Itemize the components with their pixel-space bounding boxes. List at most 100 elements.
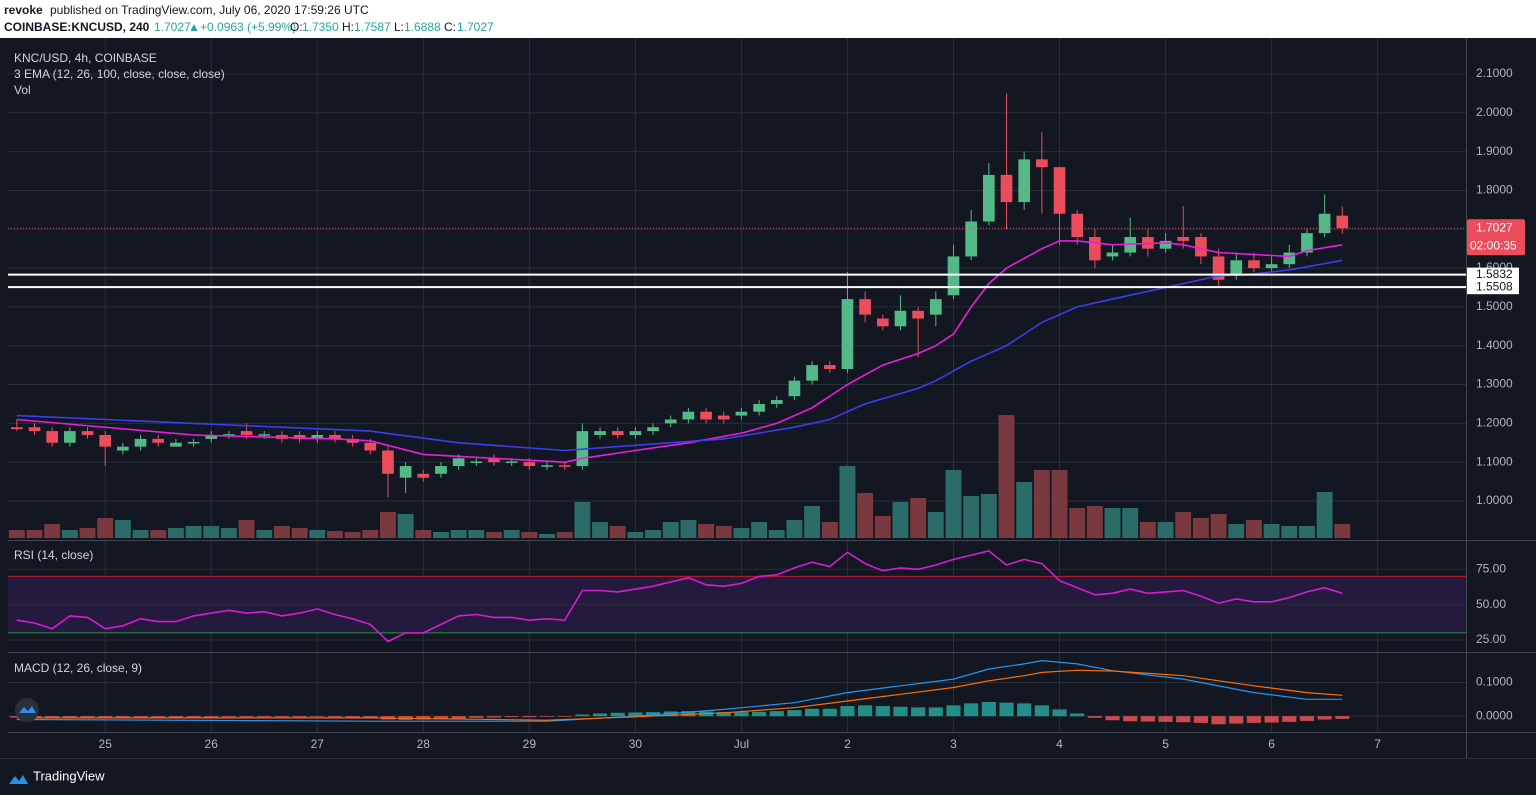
volume-bar (1051, 470, 1068, 538)
macd-label: MACD (12, 26, close, 9) (14, 661, 142, 675)
macd-hist (433, 716, 449, 720)
candle-body (1212, 256, 1225, 280)
volume-bar (910, 498, 927, 538)
candle-body (876, 318, 889, 327)
volume-bar (592, 522, 608, 538)
candle-body (293, 434, 306, 439)
x-tick-label: Jul (734, 737, 749, 751)
volume-bar (645, 530, 662, 538)
macd-hist (734, 712, 749, 717)
candle-body (382, 450, 394, 474)
macd-hist (1317, 716, 1332, 720)
candle-body (187, 441, 200, 444)
y-tick-label: 2.0000 (1476, 105, 1513, 119)
volume-bar (503, 530, 520, 538)
macd-hist (1176, 716, 1191, 723)
candle-body (152, 438, 165, 443)
y-tick-label: 1.9000 (1476, 144, 1513, 158)
candle-body (46, 431, 59, 443)
candle-body (523, 462, 536, 467)
volume-bar (980, 494, 997, 538)
macd-hist (469, 716, 484, 718)
candle-body (28, 427, 41, 432)
macd-hist (1087, 716, 1102, 718)
candle-body (1230, 260, 1243, 276)
y-tick-label: 0.0000 (1476, 708, 1513, 722)
volume-bar (344, 532, 361, 538)
volume-bar (326, 531, 343, 538)
candle-body (753, 403, 765, 412)
volume-bar (380, 512, 396, 538)
candle-body (399, 466, 412, 478)
candle-body (664, 419, 677, 424)
candle-body (1248, 260, 1260, 269)
macd-hist (769, 711, 784, 717)
macd-hist (486, 716, 502, 718)
x-tick-label: 26 (205, 737, 219, 751)
candle-body (240, 431, 253, 435)
header-bg (0, 0, 1536, 38)
y-tick-label: 50.00 (1476, 597, 1506, 611)
candle-body (558, 465, 571, 467)
candle-body (452, 458, 465, 467)
volume-bar (238, 520, 255, 538)
volume-bar (574, 502, 591, 538)
volume-bar (220, 528, 237, 538)
macd-hist (822, 708, 837, 717)
candle-body (965, 221, 977, 257)
high: 1.7587 (354, 20, 391, 34)
volume-bar (1139, 522, 1156, 538)
y-tick-label: 1.3000 (1476, 377, 1513, 391)
candle-body (205, 434, 218, 439)
macd-hist (981, 702, 996, 717)
macd-hist (999, 702, 1014, 717)
candle-body (859, 299, 871, 315)
macd-hist (1070, 713, 1085, 717)
line (16, 669, 1343, 721)
volume-bar (1192, 518, 1209, 538)
volume-bar (167, 528, 184, 538)
macd-hist (1282, 716, 1297, 722)
candle-body (417, 473, 430, 478)
candle-body (223, 434, 235, 436)
candle-body (770, 400, 783, 404)
macd-hist (681, 711, 696, 717)
volume-bar (114, 520, 131, 538)
macd-hist (115, 716, 130, 719)
y-tick-label: 1.1000 (1476, 454, 1513, 468)
x-tick-label: 5 (1162, 737, 1169, 751)
macd-hist (964, 703, 979, 717)
candle-body (117, 446, 129, 451)
candle-body (594, 431, 606, 435)
candle-body (64, 431, 76, 443)
y-tick-label: 0.1000 (1476, 675, 1513, 689)
candle-body (1036, 159, 1048, 168)
line (16, 550, 1343, 643)
macd-hist (62, 716, 77, 718)
candle-body (1283, 252, 1296, 265)
volume-bar (927, 512, 944, 538)
volume-bar (680, 520, 697, 538)
volume-bar (433, 532, 449, 538)
open: 1.7350 (302, 20, 339, 34)
volume-bar (362, 530, 379, 538)
volume-bar (698, 524, 715, 538)
vol-label: Vol (14, 83, 31, 97)
macd-hist (946, 705, 961, 717)
volume-bar (468, 530, 485, 538)
candle-body (364, 442, 377, 451)
candle-body (894, 310, 907, 327)
candle-body (717, 415, 730, 420)
macd-hist (645, 712, 661, 717)
candle-body (1265, 264, 1278, 269)
macd-hist (610, 712, 625, 717)
candle-body (1195, 237, 1207, 257)
candle-body (488, 458, 500, 463)
plot-layer: 25 26 27 28 29 30 Jul 2 3 4 5 6 7 1.0000 1.1000 1.2000 1… (8, 38, 1525, 751)
candle-body (505, 461, 518, 463)
y-tick-label: 2.1000 (1476, 66, 1513, 80)
x-tick-label: 2 (844, 737, 851, 751)
macd-hist (1246, 716, 1261, 723)
